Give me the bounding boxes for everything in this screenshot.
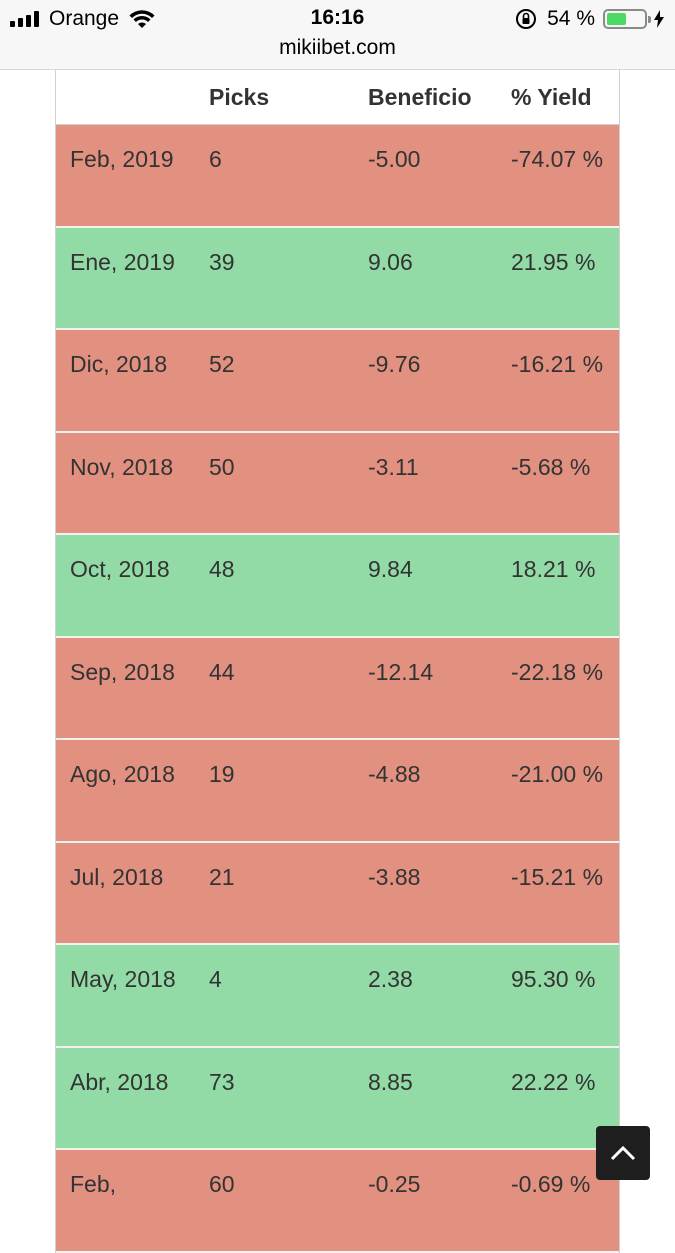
rotation-lock-icon: [516, 9, 537, 29]
cell-yield: -0.69 %: [511, 1171, 591, 1197]
cell-yield: 21.95 %: [511, 248, 596, 275]
signal-icon: [10, 11, 39, 27]
wifi-icon: [129, 10, 155, 28]
cell-month: Oct, 2018: [70, 556, 170, 582]
carrier-name: Orange: [49, 7, 120, 30]
table-row: Jul, 2018 21 -3.88 -15.21 %: [56, 842, 619, 945]
table-body: Feb, 2019 6 -5.00 -74.07 % Ene, 2019 39 9.06 21…: [56, 125, 619, 1253]
scroll-to-top-button[interactable]: [596, 1126, 650, 1180]
cell-yield: -21.00 %: [511, 761, 604, 787]
chevron-up-icon: [610, 1145, 636, 1161]
cell-picks: 60: [209, 1171, 235, 1197]
cell-beneficio: -5.00: [368, 146, 421, 172]
cell-yield: -16.21 %: [511, 351, 604, 377]
cell-picks: 6: [209, 146, 222, 172]
cell-beneficio: -12.14: [368, 658, 434, 685]
cell-month: Dic, 2018: [70, 351, 168, 377]
table-row: Feb, 60 -0.25 -0.69 %: [56, 1150, 619, 1253]
cell-picks: 44: [209, 658, 235, 685]
cell-month: May, 2018: [70, 966, 176, 992]
cell-beneficio: -3.11: [368, 453, 419, 480]
cell-yield: -22.18 %: [511, 658, 604, 685]
cell-picks: 52: [209, 351, 235, 377]
cell-yield: -74.07 %: [511, 146, 604, 172]
cell-month: Jul, 2018: [70, 863, 164, 890]
cell-picks: 39: [209, 248, 235, 275]
cell-month: Feb,: [70, 1171, 117, 1197]
status-left: Orange: [10, 6, 155, 32]
cell-picks: 21: [209, 863, 235, 890]
cell-beneficio: 8.85: [368, 1068, 413, 1095]
charging-bolt-icon: [654, 10, 664, 28]
cell-yield: -15.21 %: [511, 863, 604, 890]
table-row: Ene, 2019 39 9.06 21.95 %: [56, 227, 619, 330]
battery-percent: 54 %: [547, 7, 595, 30]
cell-beneficio: -0.25: [368, 1171, 421, 1197]
cell-picks: 50: [209, 453, 235, 480]
cell-beneficio: -3.88: [368, 863, 421, 890]
header-yield: % Yield: [511, 84, 592, 110]
cell-month: Ene, 2019: [70, 248, 175, 275]
cell-picks: 48: [209, 556, 235, 582]
cell-picks: 73: [209, 1068, 235, 1095]
cell-beneficio: 9.84: [368, 556, 413, 582]
table-row: Oct, 2018 48 9.84 18.21 %: [56, 535, 619, 638]
cell-picks: 19: [209, 761, 235, 787]
table-row: Feb, 2019 6 -5.00 -74.07 %: [56, 125, 619, 228]
status-right: 54 %: [515, 6, 665, 32]
cell-beneficio: 2.38: [368, 966, 413, 992]
cell-month: Ago, 2018: [70, 761, 175, 787]
cell-month: Abr, 2018: [70, 1068, 169, 1095]
cell-beneficio: 9.06: [368, 248, 413, 275]
cell-month: Feb, 2019: [70, 146, 174, 172]
results-table: Picks Beneficio % Yield Feb, 2019 6 -5.00 -…: [55, 70, 620, 1253]
cell-yield: 18.21 %: [511, 556, 596, 582]
cell-yield: 95.30 %: [511, 966, 596, 992]
header-beneficio: Beneficio: [368, 84, 472, 110]
header-picks: Picks: [209, 84, 270, 110]
status-time: 16:16: [310, 6, 365, 29]
address-url[interactable]: mikiibet.com: [279, 36, 396, 59]
battery-icon: [603, 9, 651, 29]
cell-yield: -5.68 %: [511, 453, 591, 480]
cell-month: Sep, 2018: [70, 658, 175, 685]
cell-beneficio: -9.76: [368, 351, 421, 377]
table-row: Ago, 2018 19 -4.88 -21.00 %: [56, 740, 619, 843]
cell-picks: 4: [209, 966, 222, 992]
cell-yield: 22.22 %: [511, 1068, 596, 1095]
table-row: Abr, 2018 73 8.85 22.22 %: [56, 1047, 619, 1150]
cell-month: Nov, 2018: [70, 453, 174, 480]
table-row: Nov, 2018 50 -3.11 -5.68 %: [56, 432, 619, 535]
cell-beneficio: -4.88: [368, 761, 421, 787]
table-row: Sep, 2018 44 -12.14 -22.18 %: [56, 637, 619, 740]
table-row: May, 2018 4 2.38 95.30 %: [56, 945, 619, 1048]
table-header: Picks Beneficio % Yield: [56, 70, 619, 125]
status-bar: Orange 16:16 mikiibet.com 54 %: [0, 0, 675, 70]
table-row: Dic, 2018 52 -9.76 -16.21 %: [56, 330, 619, 433]
